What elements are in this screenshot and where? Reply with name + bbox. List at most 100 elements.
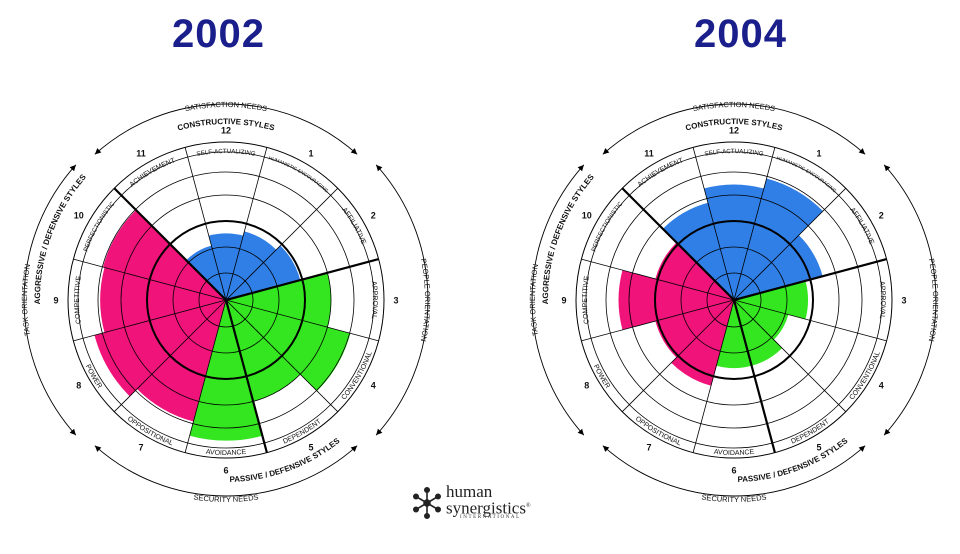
style-number: 10: [74, 211, 84, 221]
arrow-head: [602, 148, 610, 155]
style-label: OPPOSITIONAL: [126, 415, 174, 447]
wedge-affiliative: [226, 245, 301, 300]
spoke: [73, 299, 227, 342]
wedge-achievement: [662, 202, 734, 300]
spoke: [225, 299, 339, 413]
security-needs-label: SECURITY NEEDS: [701, 492, 767, 504]
logo-wordmark: human synergistics®: [446, 482, 531, 517]
wedge-power: [655, 300, 734, 358]
arrow-head: [858, 445, 866, 452]
style-number: 1: [816, 148, 821, 158]
percentile-ring: [97, 171, 355, 429]
wedge-humanistic-encouraging: [226, 231, 277, 300]
style-label: SELF-ACTUALIZING: [704, 148, 764, 158]
people-orientation-label: PEOPLE ORIENTATION: [419, 258, 432, 343]
wedge-self-actualizing: [704, 184, 764, 300]
spoke: [113, 299, 227, 413]
style-label: OPPOSITIONAL: [634, 415, 682, 447]
spoke: [113, 187, 227, 301]
style-label: SELF-ACTUALIZING: [196, 148, 256, 158]
wedge-competitive: [100, 267, 226, 333]
arrow-head: [94, 148, 102, 155]
chart-title-2002: 2002: [172, 12, 265, 56]
wedge-perfectionistic: [655, 242, 734, 300]
spoke: [225, 299, 379, 342]
spoke: [225, 258, 379, 302]
style-label: ACHIEVEMENT: [129, 157, 177, 189]
wedge-self-actualizing: [208, 233, 244, 300]
satisfaction-needs-arc: [602, 103, 866, 155]
circumplex-2002: HUMANISTIC-ENCOURAGING AFFILIATIVE APPROVA…: [20, 100, 432, 504]
spoke: [184, 147, 227, 301]
chart-title-2004: 2004: [694, 12, 787, 56]
spoke: [225, 187, 339, 301]
style-number: 4: [879, 381, 884, 391]
percentile-ring: [585, 151, 883, 449]
style-number: 5: [308, 443, 313, 453]
outer-ring: [67, 141, 385, 459]
logo-line1: human: [446, 482, 493, 501]
style-number: 9: [561, 296, 566, 306]
style-label: ACHIEVEMENT: [637, 157, 685, 189]
style-number: 6: [731, 466, 736, 476]
arrow-head: [858, 148, 866, 155]
spoke: [692, 299, 735, 453]
style-label: AVOIDANCE: [205, 449, 246, 457]
style-number: 7: [646, 443, 651, 453]
logo-subtitle: INTERNATIONAL: [460, 515, 521, 520]
arrow-head: [350, 148, 358, 155]
spoke: [224, 299, 268, 453]
arrow-head: [69, 428, 76, 436]
wedge-conventional: [226, 300, 351, 392]
style-number: 5: [816, 443, 821, 453]
percentile-ring: [120, 194, 332, 406]
satisfaction-needs-label: SATISFACTION NEEDS: [184, 100, 268, 113]
task-orientation-label: TASK ORIENTATION: [20, 263, 32, 336]
style-label: APPROVAL: [370, 281, 378, 319]
security-needs-arc: [94, 445, 358, 497]
arrow-head: [577, 164, 584, 172]
style-number: 12: [221, 126, 231, 136]
style-number: 6: [223, 466, 228, 476]
percentile-ring: [628, 194, 840, 406]
percentile-ring: [605, 171, 863, 429]
style-label: CONVENTIONAL: [340, 351, 373, 402]
style-number: 8: [584, 381, 589, 391]
spoke: [733, 258, 887, 302]
wedge-achievement: [186, 245, 226, 300]
people-orientation-arc: [883, 164, 937, 436]
arrow-head: [602, 445, 610, 452]
arrow-head: [376, 428, 383, 436]
wedge-conventional: [734, 300, 789, 340]
style-number: 9: [53, 296, 58, 306]
wedge-avoidance: [189, 300, 263, 441]
wedge-oppositional: [137, 300, 226, 422]
task-orientation-arc: [23, 164, 77, 436]
style-number: 3: [901, 296, 906, 306]
spoke: [621, 187, 735, 301]
ring-50th-percentile: [654, 220, 814, 380]
spoke: [184, 299, 227, 453]
style-label: COMPETITIVE: [74, 275, 83, 324]
style-number: 7: [138, 443, 143, 453]
wedge-competitive: [618, 270, 734, 330]
satisfaction-needs-arc: [94, 103, 358, 155]
style-label: HUMANISTIC-ENCOURAGING: [268, 155, 330, 194]
percentile-ring: [680, 246, 788, 354]
arrow-head: [577, 428, 584, 436]
arrow-head: [94, 445, 102, 452]
wedge-power: [94, 300, 226, 397]
arrow-head: [350, 445, 358, 452]
arrow-head: [376, 164, 383, 172]
spoke: [581, 299, 735, 342]
style-number: 11: [644, 148, 654, 158]
wedge-dependent: [734, 300, 783, 366]
wedge-avoidance: [716, 300, 752, 369]
wedge-humanistic-encouraging: [734, 178, 823, 300]
spoke: [621, 299, 735, 413]
spoke: [733, 299, 887, 342]
spoke: [581, 258, 735, 301]
style-number: 2: [879, 211, 884, 221]
style-label: DEPENDENT: [282, 418, 323, 446]
spoke: [692, 147, 735, 301]
